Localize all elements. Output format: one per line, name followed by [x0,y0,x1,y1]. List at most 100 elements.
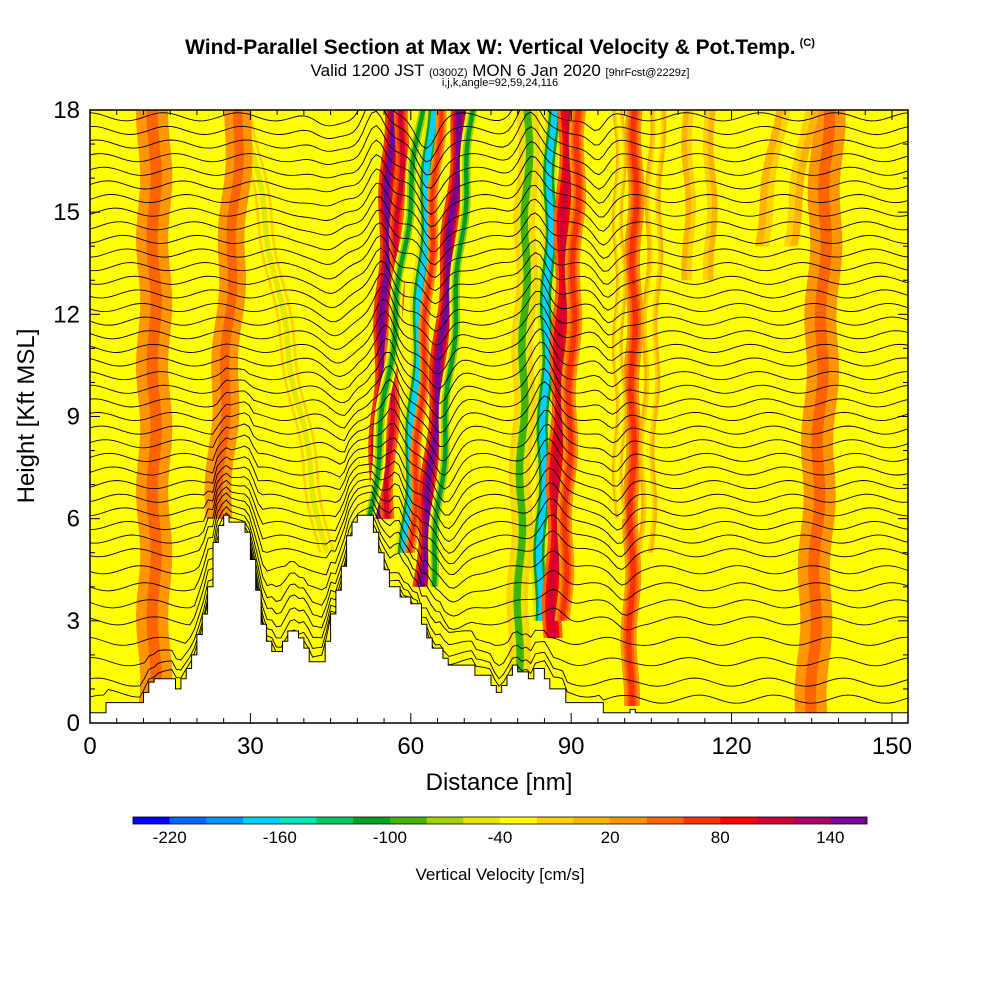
isentrope-contour [90,260,908,318]
y-tick-label: 18 [53,97,80,124]
terrain-mask [90,514,908,723]
velocity-cell [417,110,463,587]
forecast-info: [9hrFcst@2229z] [605,67,690,79]
velocity-band-13 [611,110,627,519]
y-axis: 0 3 6 9 12 15 18 [53,97,908,737]
isentrope-contour [90,449,908,516]
section-params: i,j,k,angle=92,59,24,116 [441,77,559,89]
x-tick-label: 150 [872,733,912,760]
valid-time: Valid 1200 JST [310,61,425,80]
isentrope-contour [90,408,908,476]
colorbar-swatch [683,817,721,824]
x-axis: 0 30 60 90 120 150 [83,110,912,760]
isentrope-contour [90,485,908,565]
isentrope-contour [90,196,908,252]
isentrope-contour [90,470,908,543]
isentrope-contour [90,139,908,202]
isentrope-contour [90,125,908,189]
isentrope-contour [90,110,908,163]
velocity-cell [240,110,330,553]
isentrope-contour [90,491,908,575]
colorbar-swatch [279,817,317,824]
colorbar-swatch [756,817,794,824]
velocity-band-14 [636,110,667,553]
colorbar: -220 -160 -100 -40 20 80 140 [132,816,868,847]
colorbar-label: Vertical Velocity [cm/s] [415,865,584,884]
isentrope-contour [90,273,908,332]
isentrope-contour [90,499,908,589]
colorbar-swatch [426,817,464,824]
colorbar-swatch [133,817,170,824]
isentrope-contour [90,505,908,603]
velocity-cell [804,110,836,723]
y-tick-label: 12 [53,301,80,328]
isentrope-contour [90,209,908,265]
velocity-band-17 [794,110,846,723]
velocity-band-18 [754,110,820,247]
colorbar-swatch [610,817,648,824]
velocity-cell [642,110,662,553]
velocity-cell [691,110,708,281]
y-tick-label: 0 [67,710,80,737]
isentrope-contour [90,182,908,240]
y-tick-label: 9 [67,404,80,431]
colorbar-swatch [389,817,427,824]
valid-utc: (0300Z) [429,67,468,79]
velocity-band-5 [412,110,468,587]
colorbar-swatch [243,817,281,824]
chart-title: Wind-Parallel Section at Max W: Vertical… [0,36,1000,60]
colorbar-tick-label: -160 [263,828,297,847]
chart-subtitle: Valid 1200 JST (0300Z) MON 6 Jan 2020 [9… [0,61,1000,81]
colorbar-swatch [500,817,537,824]
colorbar-swatch [536,817,574,824]
isentrope-contour [90,310,908,375]
valid-date: MON 6 Jan 2020 [472,61,601,80]
y-axis-label: Height [Kft MSL] [13,329,40,504]
isentrope-contour [90,337,908,405]
colorbar-tick-label: -220 [153,828,187,847]
title-text: Wind-Parallel Section at Max W: Vertical… [185,36,796,59]
x-tick-label: 30 [237,733,264,760]
isentrope-contour [90,512,908,617]
isentrope-contour [90,323,908,390]
y-tick-label: 15 [53,199,80,226]
colorbar-tick-label: 80 [711,828,730,847]
velocity-cell [615,110,624,519]
colorbar-swatch [169,817,207,824]
isentrope-contour [90,154,908,215]
x-tick-label: 120 [712,733,752,760]
colorbar-swatch [830,817,868,824]
velocity-band-2 [359,110,430,536]
isentrope-contour [90,298,908,360]
isentrope-contour [90,222,908,279]
colorbar-swatch [463,817,501,824]
velocity-band-12 [620,110,645,706]
x-tick-label: 90 [558,733,585,760]
colorbar-tick-label: -100 [373,828,407,847]
isentrope-contour [90,352,908,419]
colorbar-swatch [793,817,831,824]
x-axis-label: Distance [nm] [426,769,573,796]
terrain [90,514,908,723]
velocity-field [136,110,846,723]
velocity-cell [213,110,244,519]
colorbar-swatch [646,817,684,824]
isentrope-contour [90,168,908,228]
velocity-cell [513,110,534,672]
colorbar-swatch [573,817,611,824]
isentrope-contour [90,365,908,434]
velocity-band-11 [235,110,335,553]
x-tick-label: 0 [83,733,96,760]
x-tick-label: 60 [397,733,424,760]
velocity-cell [535,110,558,621]
isentrope-contour [90,247,908,305]
isentrope-contour [90,460,908,530]
isentrope-contour [90,393,908,462]
isentrope-contour [90,110,908,176]
colorbar-tick-label: 140 [816,828,844,847]
colorbar-swatch [353,817,391,824]
copyright-mark: (C) [799,37,815,49]
y-tick-label: 6 [67,506,80,533]
isentrope-contour [90,437,908,503]
